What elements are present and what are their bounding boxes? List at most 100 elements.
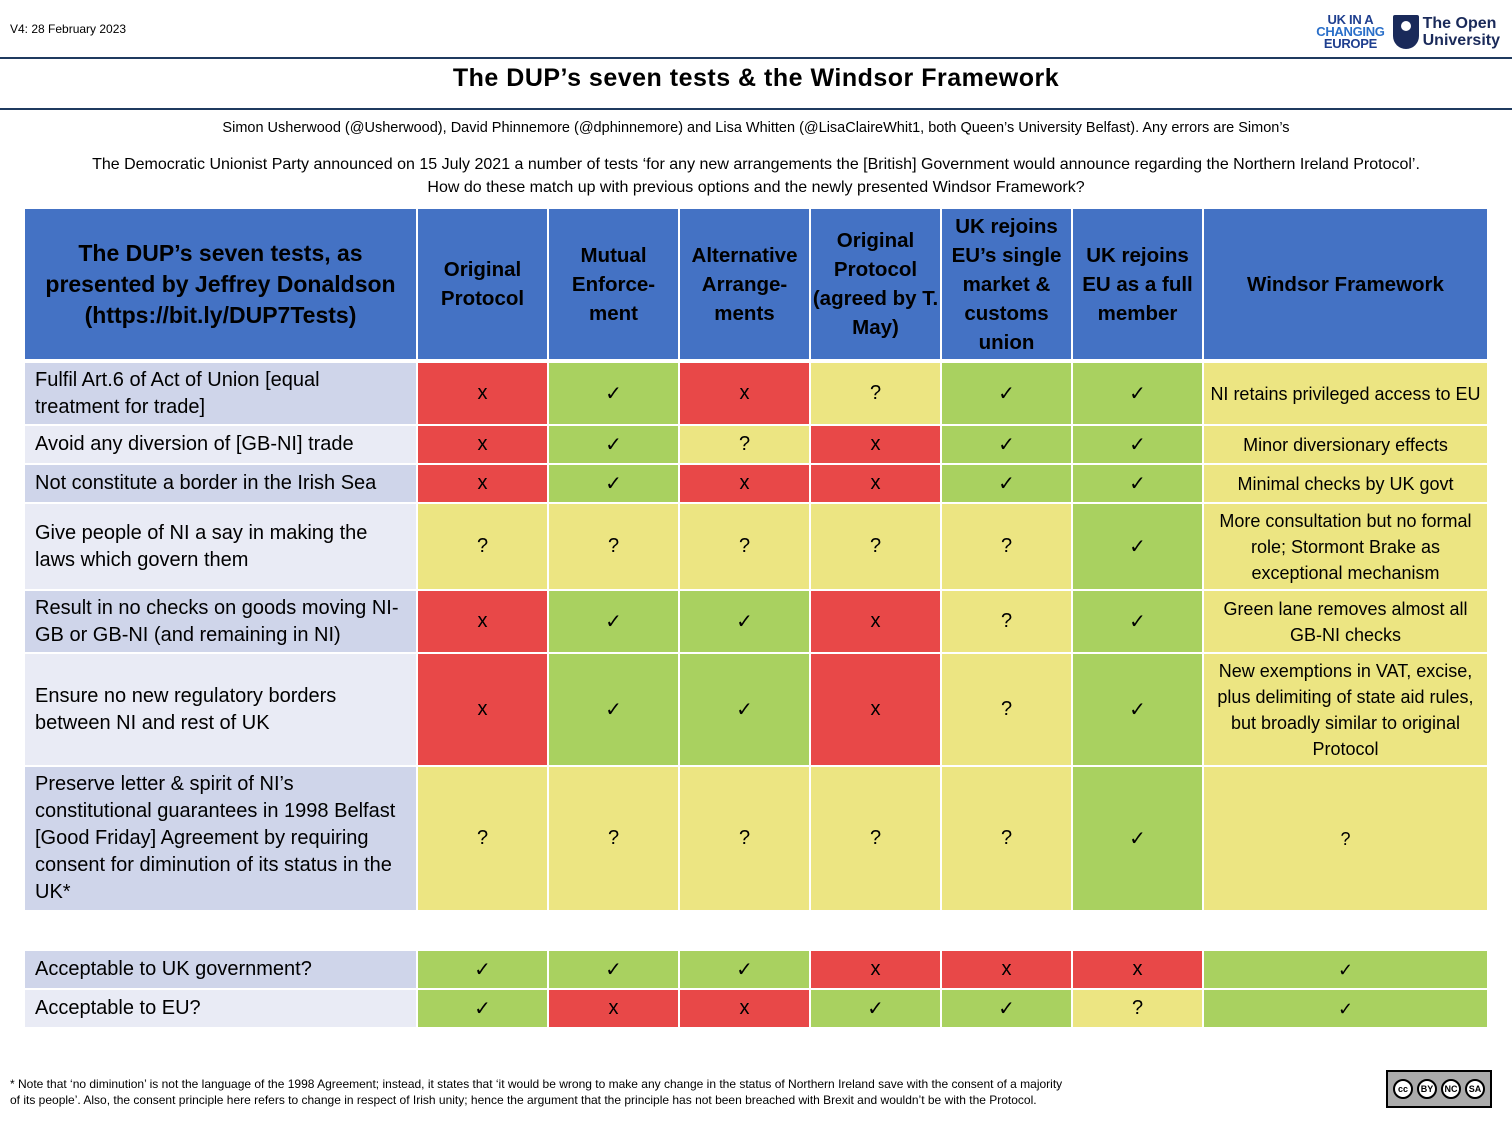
check-mark-cell: ✓	[549, 465, 678, 502]
intro-line-1: The Democratic Unionist Party announced …	[92, 156, 1420, 173]
cross-mark-cell: x	[680, 363, 809, 424]
question-mark-cell: ?	[418, 504, 547, 589]
check-mark-cell: ✓	[942, 363, 1071, 424]
by-icon: BY	[1417, 1079, 1437, 1099]
question-mark-cell: ?	[680, 767, 809, 910]
cross-mark-cell: x	[418, 465, 547, 502]
test-label: Acceptable to EU?	[25, 990, 416, 1027]
header-tests: The DUP’s seven tests, as presented by J…	[25, 209, 416, 359]
cross-mark-cell: x	[418, 426, 547, 463]
check-mark-cell: ✓	[942, 465, 1071, 502]
footnote-line-2: of its people’. Also, the consent princi…	[10, 1093, 1037, 1107]
question-mark-cell: ?	[549, 504, 678, 589]
windsor-framework-cell: Minimal checks by UK govt	[1204, 465, 1487, 502]
version-date: V4: 28 February 2023	[10, 22, 127, 36]
sa-icon: SA	[1465, 1079, 1485, 1099]
cross-mark-cell: x	[680, 465, 809, 502]
check-mark-cell: ✓	[942, 990, 1071, 1027]
windsor-framework-cell: NI retains privileged access to EU	[1204, 363, 1487, 424]
page-title: The DUP’s seven tests & the Windsor Fram…	[452, 64, 1060, 92]
cross-mark-cell: x	[811, 951, 940, 988]
question-mark-cell: ?	[680, 426, 809, 463]
windsor-framework-cell: Minor diversionary effects	[1204, 426, 1487, 463]
check-mark-cell: ✓	[549, 426, 678, 463]
check-mark-cell: ✓	[680, 591, 809, 652]
check-mark-cell: ✓	[1073, 426, 1202, 463]
check-mark-cell: ✓	[549, 654, 678, 765]
authors: Simon Usherwood (@Usherwood), David Phin…	[222, 120, 1290, 136]
check-mark-cell: ✓	[549, 591, 678, 652]
test-label: Preserve letter & spirit of NI’s constit…	[25, 767, 416, 910]
question-mark-cell: ?	[811, 767, 940, 910]
check-mark-cell: ✓	[680, 951, 809, 988]
cross-mark-cell: x	[811, 426, 940, 463]
question-mark-cell: ?	[1073, 990, 1202, 1027]
windsor-framework-cell: ✓	[1204, 990, 1487, 1027]
header-option: Original Protocol	[418, 209, 547, 359]
cross-mark-cell: x	[418, 591, 547, 652]
question-mark-cell: ?	[811, 504, 940, 589]
ou-line-2: University	[1422, 32, 1500, 49]
title-top-rule	[0, 57, 1512, 59]
cross-mark-cell: x	[811, 465, 940, 502]
test-label: Not constitute a border in the Irish Sea	[25, 465, 416, 502]
windsor-framework-cell: Green lane removes almost all GB-NI chec…	[1204, 591, 1487, 652]
windsor-framework-cell: ✓	[1204, 951, 1487, 988]
intro-line-2: How do these match up with previous opti…	[427, 179, 1085, 196]
cross-mark-cell: x	[811, 654, 940, 765]
question-mark-cell: ?	[942, 767, 1071, 910]
question-mark-cell: ?	[942, 591, 1071, 652]
title-bottom-rule	[0, 108, 1512, 110]
ou-wordmark: The Open University	[1423, 15, 1500, 49]
check-mark-cell: ✓	[1073, 504, 1202, 589]
question-mark-cell: ?	[942, 654, 1071, 765]
ukice-line-3: EUROPE	[1323, 36, 1377, 51]
question-mark-cell: ?	[680, 504, 809, 589]
windsor-framework-cell: New exemptions in VAT, excise, plus deli…	[1204, 654, 1487, 765]
cross-mark-cell: x	[1073, 951, 1202, 988]
check-mark-cell: ✓	[1073, 654, 1202, 765]
test-label: Result in no checks on goods moving NI-G…	[25, 591, 416, 652]
footnote-line-1: * Note that ‘no diminution’ is not the l…	[10, 1077, 1063, 1091]
nc-icon: NC	[1441, 1079, 1461, 1099]
question-mark-cell: ?	[549, 767, 678, 910]
check-mark-cell: ✓	[1073, 363, 1202, 424]
check-mark-cell: ✓	[680, 654, 809, 765]
open-university-logo: The Open University	[1392, 15, 1500, 49]
windsor-framework-cell: More consultation but no formal role; St…	[1204, 504, 1487, 589]
check-mark-cell: ✓	[418, 990, 547, 1027]
check-mark-cell: ✓	[549, 951, 678, 988]
test-label: Acceptable to UK government?	[25, 951, 416, 988]
cross-mark-cell: x	[549, 990, 678, 1027]
cross-mark-cell: x	[418, 654, 547, 765]
logos: UK IN A CHANGING EUROPE The Open Univers…	[1316, 10, 1500, 54]
windsor-framework-cell: ?	[1204, 767, 1487, 910]
header-option: UK rejoins EU as a full member	[1073, 209, 1202, 359]
test-label: Avoid any diversion of [GB-NI] trade	[25, 426, 416, 463]
ukice-line-1: UK IN A	[1327, 12, 1374, 27]
footnote: * Note that ‘no diminution’ is not the l…	[10, 1076, 1230, 1108]
check-mark-cell: ✓	[811, 990, 940, 1027]
question-mark-cell: ?	[811, 363, 940, 424]
cross-mark-cell: x	[811, 591, 940, 652]
header-option: Alternative Arrange-ments	[680, 209, 809, 359]
test-label: Ensure no new regulatory borders between…	[25, 654, 416, 765]
check-mark-cell: ✓	[1073, 591, 1202, 652]
check-mark-cell: ✓	[549, 363, 678, 424]
header-option: Windsor Framework	[1204, 209, 1487, 359]
check-mark-cell: ✓	[418, 951, 547, 988]
question-mark-cell: ?	[418, 767, 547, 910]
test-label: Give people of NI a say in making the la…	[25, 504, 416, 589]
header-option: UK rejoins EU’s single market & customs …	[942, 209, 1071, 359]
cc-icon: cc	[1393, 1079, 1413, 1099]
cross-mark-cell: x	[418, 363, 547, 424]
ou-line-1: The Open	[1422, 15, 1497, 32]
intro: The Democratic Unionist Party announced …	[20, 153, 1492, 199]
cross-mark-cell: x	[942, 951, 1071, 988]
check-mark-cell: ✓	[1073, 465, 1202, 502]
question-mark-cell: ?	[942, 504, 1071, 589]
test-label: Fulfil Art.6 of Act of Union [equal trea…	[25, 363, 416, 424]
uk-in-a-changing-europe-logo: UK IN A CHANGING EUROPE	[1316, 12, 1385, 51]
ou-shield-icon	[1392, 15, 1419, 49]
creative-commons-license-badge: cc BY NC SA	[1386, 1070, 1492, 1108]
